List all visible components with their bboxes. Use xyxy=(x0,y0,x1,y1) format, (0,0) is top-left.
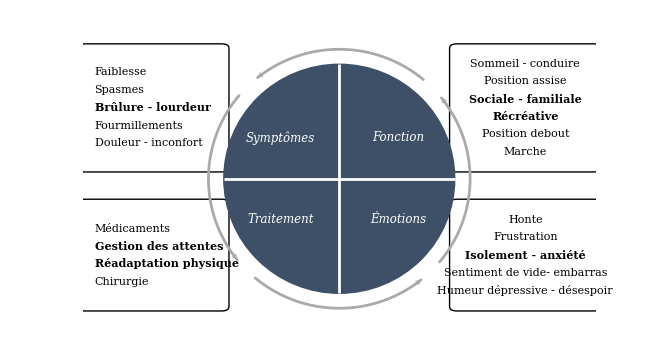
FancyBboxPatch shape xyxy=(77,199,229,311)
Text: Douleur - inconfort: Douleur - inconfort xyxy=(95,138,203,148)
Text: Médicaments: Médicaments xyxy=(95,223,171,234)
Text: Récréative: Récréative xyxy=(492,111,559,122)
Text: Faiblesse: Faiblesse xyxy=(95,68,147,78)
Text: Fonction: Fonction xyxy=(372,131,424,144)
Text: Sommeil - conduire: Sommeil - conduire xyxy=(471,59,580,69)
Text: Gestion des attentes: Gestion des attentes xyxy=(95,241,223,252)
Text: Sociale - familiale: Sociale - familiale xyxy=(469,93,582,104)
FancyBboxPatch shape xyxy=(449,199,601,311)
Text: Sentiment de vide- embarras: Sentiment de vide- embarras xyxy=(444,268,607,278)
Text: Traitement: Traitement xyxy=(247,213,314,226)
FancyBboxPatch shape xyxy=(77,44,229,172)
Text: Marche: Marche xyxy=(504,147,547,157)
Text: Humeur dépressive - désespoir: Humeur dépressive - désespoir xyxy=(438,285,613,296)
FancyBboxPatch shape xyxy=(449,44,601,172)
Text: Chirurgie: Chirurgie xyxy=(95,277,149,287)
Text: Fourmillements: Fourmillements xyxy=(95,121,183,131)
Text: Position assise: Position assise xyxy=(484,76,567,86)
Text: Brûlure - lourdeur: Brûlure - lourdeur xyxy=(95,102,211,113)
Text: Honte: Honte xyxy=(508,215,543,225)
Text: Émotions: Émotions xyxy=(370,213,426,226)
Text: Position debout: Position debout xyxy=(481,130,569,139)
Text: Réadaptation physique: Réadaptation physique xyxy=(95,258,238,269)
Text: Spasmes: Spasmes xyxy=(95,85,144,95)
Text: Symptômes: Symptômes xyxy=(246,131,315,145)
Ellipse shape xyxy=(224,64,455,293)
Text: Isolement - anxiété: Isolement - anxiété xyxy=(465,250,586,261)
Text: Frustration: Frustration xyxy=(493,232,557,242)
